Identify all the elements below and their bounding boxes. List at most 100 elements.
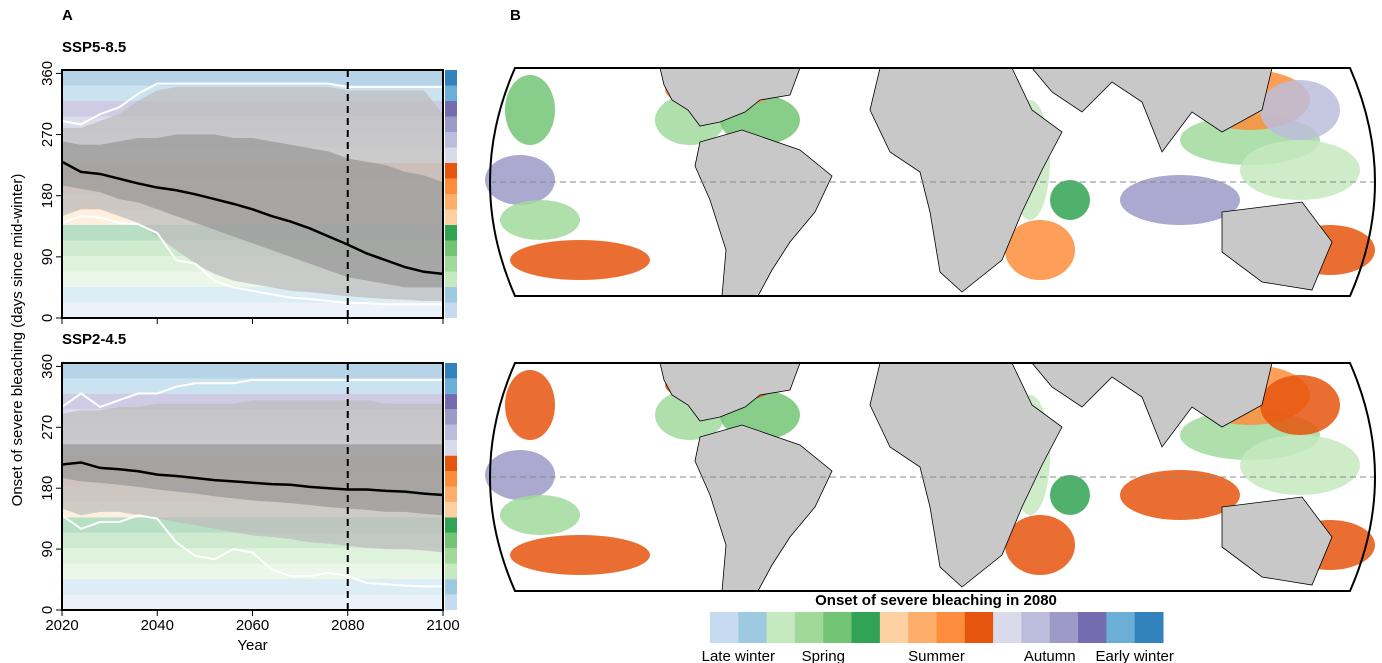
landmass [869, 67, 1063, 293]
colorbar-swatch [936, 612, 966, 643]
season-strip [445, 256, 457, 272]
reef-region [1240, 140, 1360, 200]
y-tick-label: 180 [39, 476, 56, 501]
panel-label: A [62, 7, 73, 24]
season-strip [445, 132, 457, 148]
colorbar-swatch [710, 612, 739, 643]
season-strip [445, 563, 457, 580]
colorbar-label: Spring [802, 648, 845, 663]
reef-region [510, 240, 650, 280]
y-tick-label: 360 [39, 354, 56, 379]
colorbar-swatch [964, 612, 994, 643]
reef-region [1005, 515, 1075, 575]
reef-region [1050, 180, 1090, 220]
series-line [61, 378, 443, 409]
y-tick-label: 360 [39, 61, 56, 86]
season-strip [445, 163, 457, 179]
colorbar-swatch [1021, 612, 1051, 643]
landmass [694, 129, 833, 297]
landmass [694, 424, 833, 592]
season-strip [445, 271, 457, 287]
map-frame [489, 362, 1376, 592]
series-line [61, 461, 444, 497]
season-strip [445, 194, 457, 210]
chart-title: SSP5-8.5 [62, 39, 126, 56]
colorbar-swatch [1134, 612, 1164, 643]
colorbar-title: Onset of severe bleaching in 2080 [815, 592, 1057, 609]
season-strip [445, 548, 457, 564]
map-frame [489, 67, 1376, 297]
reef-region [1240, 435, 1360, 495]
season-strip [445, 209, 457, 225]
series-line [61, 215, 443, 306]
colorbar-swatch [1049, 612, 1079, 643]
colorbar-swatch [1106, 612, 1136, 643]
colorbar-swatch [766, 612, 796, 643]
season-strip [445, 424, 457, 441]
x-tick-label: 2020 [45, 617, 78, 634]
season-strip [445, 287, 457, 303]
season-band [62, 363, 443, 379]
x-axis-label: Year [237, 637, 267, 654]
colorbar-swatch [851, 612, 881, 643]
season-strip [445, 579, 457, 595]
x-tick-label: 2100 [426, 617, 459, 634]
colorbar-swatch [879, 612, 909, 643]
reef-region [1120, 470, 1240, 520]
season-strip [445, 440, 457, 456]
season-strip [445, 147, 457, 163]
season-strip [445, 393, 457, 410]
y-tick-label: 0 [39, 314, 56, 322]
x-tick-label: 2060 [236, 617, 269, 634]
reef-region [1120, 175, 1240, 225]
season-band [62, 594, 443, 610]
colorbar-label: Autumn [1024, 648, 1076, 663]
landmass [1221, 496, 1333, 586]
season-strip [445, 409, 457, 425]
season-strip [445, 70, 457, 86]
reef-region [505, 370, 555, 440]
landmass [1031, 362, 1273, 448]
season-strip [445, 225, 457, 241]
y-tick-label: 270 [39, 415, 56, 440]
map [485, 67, 1376, 297]
landmass [1221, 201, 1333, 291]
season-strip [445, 594, 457, 610]
colorbar-swatch [794, 612, 824, 643]
colorbar-swatch [1078, 612, 1107, 643]
chart-title: SSP2-4.5 [62, 331, 126, 348]
season-strip [445, 178, 457, 194]
colorbar-swatch [823, 612, 853, 643]
landmass [659, 362, 801, 422]
series-line [61, 82, 443, 126]
season-strip [445, 486, 457, 502]
series-line [61, 514, 443, 588]
series-line [61, 160, 444, 276]
reef-region [500, 495, 580, 535]
season-strip [445, 471, 457, 487]
reef-region [1260, 80, 1340, 140]
season-strip [445, 363, 457, 379]
season-strip [445, 501, 457, 518]
y-tick-label: 90 [39, 249, 56, 266]
colorbar-swatch [908, 612, 937, 643]
x-tick-label: 2080 [331, 617, 364, 634]
season-strip [445, 240, 457, 256]
reef-region [1005, 220, 1075, 280]
x-tick-label: 2040 [141, 617, 174, 634]
season-strip [445, 532, 457, 549]
colorbar-label: Late winter [702, 648, 775, 663]
y-tick-label: 0 [39, 606, 56, 614]
reef-region [1260, 375, 1340, 435]
landmass [659, 67, 801, 127]
season-strip [445, 85, 457, 101]
reef-region [485, 155, 555, 205]
season-strip [445, 302, 457, 318]
colorbar-swatch [738, 612, 768, 643]
y-tick-label: 180 [39, 183, 56, 208]
y-axis-label: Onset of severe bleaching (days since mi… [9, 174, 26, 507]
colorbar-label: Summer [908, 648, 965, 663]
season-band [62, 579, 443, 595]
reef-region [1050, 475, 1090, 515]
